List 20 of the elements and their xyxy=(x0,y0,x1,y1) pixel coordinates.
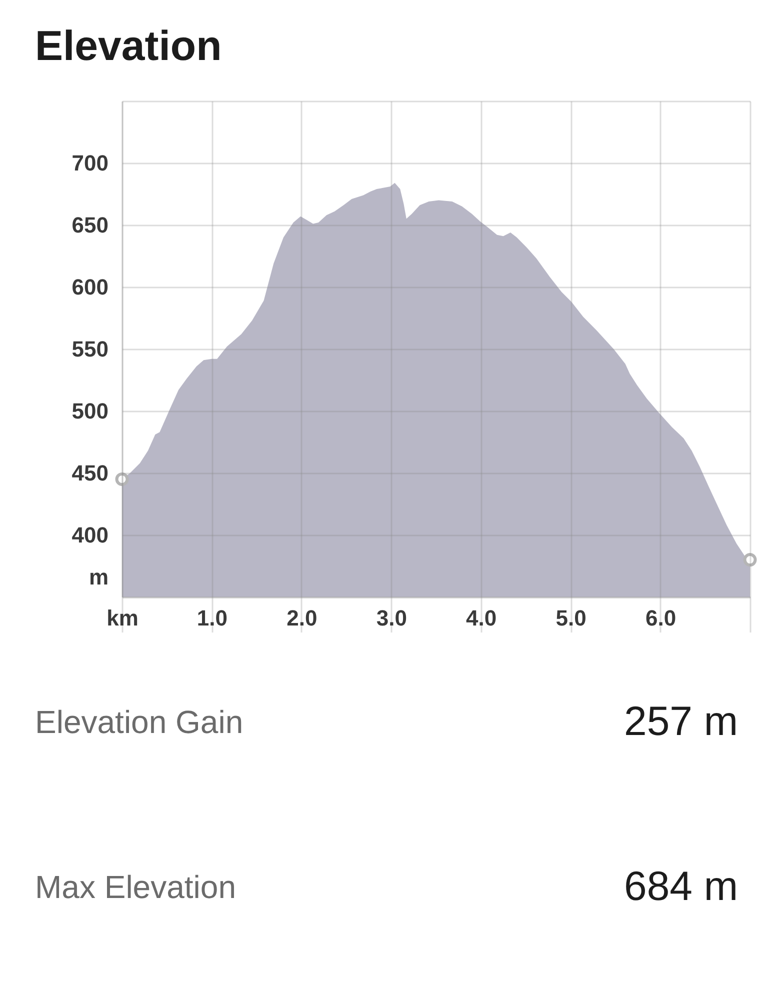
y-tick-label: 400 xyxy=(72,522,108,548)
x-tick-label: 1.0 xyxy=(196,606,228,630)
y-tick-label: 600 xyxy=(72,274,108,300)
x-tick-label: 6.0 xyxy=(645,606,676,630)
text: 257 m xyxy=(624,698,738,744)
y-axis-title: m xyxy=(88,564,108,590)
x-tick-label: 4.0 xyxy=(466,606,497,630)
y-tick-label: 650 xyxy=(72,212,108,238)
chart-title: Elevation xyxy=(35,22,222,69)
x-tick-label: 2.0 xyxy=(286,606,318,630)
y-tick-label: 500 xyxy=(72,398,108,424)
y-tick-label: 700 xyxy=(72,150,108,176)
text: 684 m xyxy=(624,863,738,909)
text: Elevation Gain xyxy=(35,704,244,740)
y-tick-label: 550 xyxy=(72,336,108,362)
x-tick-label: 5.0 xyxy=(556,606,586,630)
x-tick-label: 3.0 xyxy=(376,606,407,630)
x-tick-label: km xyxy=(106,606,138,630)
y-tick-label: 450 xyxy=(72,460,108,486)
text: Max Elevation xyxy=(35,869,236,905)
